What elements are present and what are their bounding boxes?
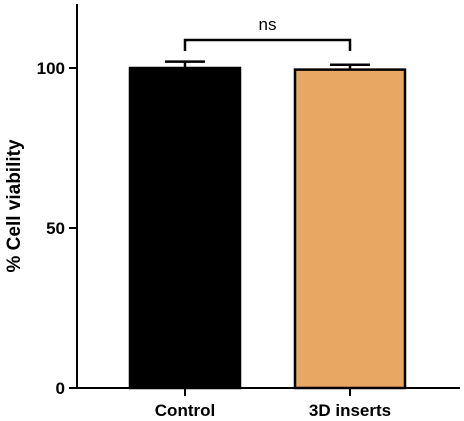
plot-area: 0 50 100 Control 3D inserts ns % Cell viabi… xyxy=(4,4,460,420)
x-axis-ticks: Control 3D inserts xyxy=(155,388,391,420)
x-tick-label: 3D inserts xyxy=(309,401,391,420)
error-bars xyxy=(165,60,370,70)
bars xyxy=(128,66,407,390)
y-tick-label: 0 xyxy=(56,379,65,398)
significance-annotation: ns xyxy=(183,15,352,51)
x-tick-label: Control xyxy=(155,401,215,420)
error-bar xyxy=(330,63,370,70)
y-tick-label: 50 xyxy=(46,219,65,238)
y-axis-title: % Cell viability xyxy=(4,139,25,272)
significance-bracket xyxy=(183,38,352,51)
y-axis-ticks: 0 50 100 xyxy=(37,59,77,398)
bar-control xyxy=(128,66,242,390)
significance-label: ns xyxy=(259,15,277,34)
y-tick-label: 100 xyxy=(37,59,65,78)
error-bar xyxy=(165,60,205,68)
bar-3d-inserts xyxy=(293,68,407,390)
